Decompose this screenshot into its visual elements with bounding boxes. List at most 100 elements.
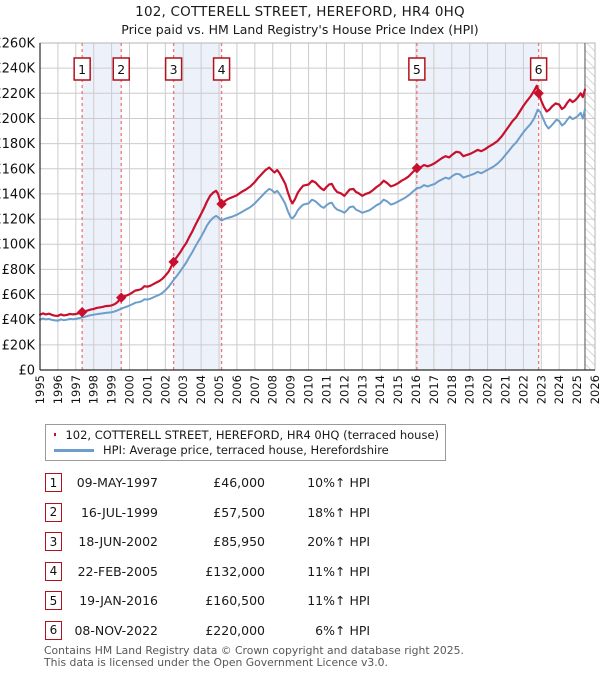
x-tick-label: 2022 [516, 375, 530, 404]
y-tick-label: £140K [0, 187, 35, 202]
sale-number-badge: 2 [45, 502, 62, 522]
hpi-line [39, 108, 586, 322]
license-footer: Contains HM Land Registry data © Crown c… [44, 645, 584, 668]
property-price-line [38, 84, 587, 317]
x-tick-label: 2002 [158, 375, 172, 404]
x-tick-label: 2011 [319, 375, 333, 404]
y-tick-label: £60K [2, 288, 36, 303]
x-tick-label: 2010 [302, 375, 316, 404]
sale-price: £160,500 [205, 593, 265, 609]
x-tick-label: 1997 [69, 375, 83, 404]
sale-hpi-direction: ↑ HPI [335, 475, 371, 490]
y-tick-label: £40K [2, 313, 36, 328]
ownership-band [82, 43, 122, 370]
sale-date: 16-JUL-1999 [80, 504, 158, 520]
sale-price: £46,000 [213, 475, 265, 490]
sale-hpi-percent: 18% [307, 504, 335, 520]
x-tick-label: 2016 [409, 375, 423, 404]
legend-item-hpi: HPI: Average price, terraced house, Here… [52, 443, 439, 459]
x-tick-label: 1999 [105, 375, 119, 404]
sale-hpi-percent: 11% [307, 593, 335, 609]
sale-marker [168, 256, 179, 268]
sale-hpi-percent: 10% [307, 475, 335, 490]
sale-number-label: 4 [218, 62, 226, 77]
legend-item-property: 102, COTTERELL STREET, HEREFORD, HR4 0HQ… [52, 427, 439, 443]
sale-number-box [212, 57, 231, 81]
ownership-band [173, 43, 222, 370]
footer-line1: Contains HM Land Registry data © Crown c… [44, 644, 464, 657]
sale-number-label: 6 [535, 62, 543, 77]
x-tick-label: 2015 [391, 375, 405, 404]
sale-number-badge: 6 [45, 620, 62, 640]
sale-hpi-percent: 20% [307, 534, 335, 550]
sale-number-box [164, 57, 183, 81]
x-tick-label: 2006 [230, 375, 244, 404]
chart-legend: 102, COTTERELL STREET, HEREFORD, HR4 0HQ… [45, 424, 446, 461]
x-tick-label: 2026 [588, 375, 600, 404]
sale-number-label: 1 [78, 62, 86, 77]
ownership-band [416, 43, 539, 370]
x-tick-label: 2012 [337, 375, 351, 404]
x-tick-label: 2007 [248, 375, 262, 404]
sale-date: 19-JAN-2016 [79, 593, 158, 609]
x-tick-label: 2013 [355, 375, 369, 404]
sale-hpi-direction: ↑ HPI [335, 504, 371, 520]
x-tick-label: 1998 [87, 375, 101, 404]
x-tick-label: 2001 [140, 375, 154, 404]
sale-marker [116, 292, 127, 303]
legend-label: HPI: Average price, terraced house, Here… [103, 443, 389, 458]
page-title: 102, COTTERELL STREET, HEREFORD, HR4 0HQ [135, 4, 465, 20]
sale-marker [216, 198, 227, 210]
sale-row: 5 19-JAN-2016 £160,500 11% ↑ HPI [45, 591, 375, 611]
y-tick-label: £20K [2, 338, 36, 353]
sale-date: 22-FEB-2005 [77, 563, 158, 579]
sale-price: £57,500 [213, 504, 265, 520]
sale-price: £220,000 [205, 622, 265, 638]
x-tick-label: 2008 [266, 375, 280, 404]
footer-line2: This data is licensed under the Open Gov… [44, 655, 388, 669]
x-tick-label: 2024 [552, 375, 566, 404]
sale-hpi-direction: ↑ HPI [335, 622, 371, 638]
x-tick-label: 2025 [570, 375, 584, 404]
sale-marker [533, 88, 544, 99]
sale-number-box [73, 57, 91, 81]
sale-price: £132,000 [205, 563, 265, 579]
sale-number-badge: 4 [45, 561, 62, 581]
sale-number-badge: 1 [45, 473, 62, 492]
x-tick-label: 2014 [373, 375, 387, 404]
y-tick-label: £120K [0, 213, 35, 228]
sale-number-badge: 3 [45, 532, 62, 552]
x-tick-label: 2003 [176, 375, 190, 404]
y-tick-label: £260K [0, 37, 35, 52]
sale-hpi-direction: ↑ HPI [335, 534, 371, 550]
sale-date: 08-NOV-2022 [74, 622, 158, 638]
sale-price: £85,950 [213, 534, 265, 550]
sale-number-box [112, 57, 130, 81]
x-tick-label: 2004 [194, 375, 208, 404]
sale-number-badge: 5 [45, 591, 62, 611]
x-tick-label: 1996 [51, 375, 65, 404]
x-tick-label: 2000 [123, 375, 137, 404]
x-tick-label: 2019 [463, 375, 477, 404]
y-tick-label: £80K [2, 263, 36, 278]
x-tick-label: 2017 [427, 375, 441, 404]
y-tick-label: £240K [0, 62, 35, 77]
x-tick-label: 2023 [534, 375, 548, 404]
sale-hpi-direction: ↑ HPI [335, 593, 371, 609]
sale-row: 1 09-MAY-1997 £46,000 10% ↑ HPI [45, 473, 375, 492]
sale-number-box [529, 57, 548, 81]
sale-row: 3 18-JUN-2002 £85,950 20% ↑ HPI [45, 532, 375, 552]
sale-number-label: 2 [117, 62, 125, 77]
property-line-swatch-icon [54, 433, 57, 437]
y-tick-label: £180K [0, 137, 35, 152]
sale-hpi-percent: 6% [315, 622, 335, 638]
sale-hpi-direction: ↑ HPI [335, 563, 371, 579]
y-tick-label: £160K [0, 162, 35, 177]
x-tick-label: 2020 [481, 375, 495, 404]
x-tick-label: 2005 [212, 375, 226, 404]
x-tick-label: 2018 [445, 375, 459, 404]
x-tick-label: 1995 [33, 375, 47, 404]
y-tick-label: £0 [18, 364, 35, 379]
sale-date: 18-JUN-2002 [78, 534, 158, 550]
